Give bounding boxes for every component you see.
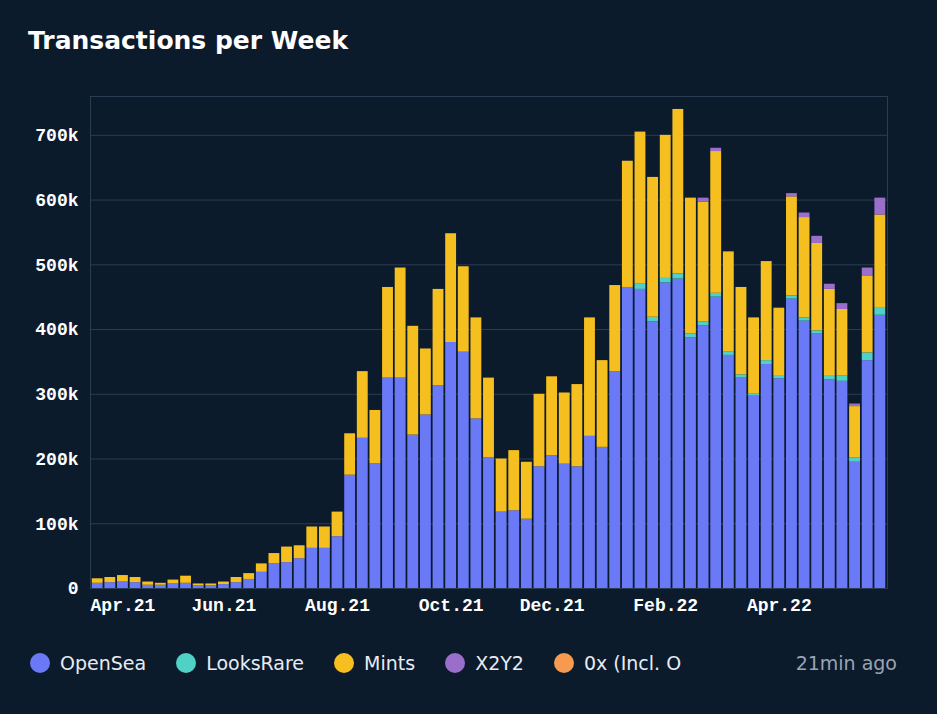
html-text:21min ago: 21min ago <box>795 652 897 674</box>
html-text:0x (Incl. O: 0x (Incl. O <box>583 652 682 674</box>
html-text:OpenSea: OpenSea <box>60 652 147 674</box>
svg-text:700k: 700k <box>35 126 78 146</box>
svg-text:600k: 600k <box>35 191 78 211</box>
svg-text:100k: 100k <box>35 515 78 535</box>
svg-text:Apr.22: Apr.22 <box>747 596 812 616</box>
html-text:X2Y2: X2Y2 <box>475 652 524 674</box>
svg-text:200k: 200k <box>35 450 78 470</box>
svg-text:Apr.21: Apr.21 <box>91 596 156 616</box>
svg-text:Oct.21: Oct.21 <box>419 596 484 616</box>
svg-text:Feb.22: Feb.22 <box>633 596 698 616</box>
html-text:Mints: Mints <box>364 652 416 674</box>
svg-text:300k: 300k <box>35 385 78 405</box>
svg-text:400k: 400k <box>35 320 78 340</box>
html-text:LooksRare: LooksRare <box>206 652 305 674</box>
svg-text:Jun.21: Jun.21 <box>192 596 257 616</box>
svg-text:0: 0 <box>68 579 79 599</box>
html-text:Transactions per Week: Transactions per Week <box>28 26 349 55</box>
svg-text:Dec.21: Dec.21 <box>520 596 585 616</box>
svg-text:Aug.21: Aug.21 <box>305 596 370 616</box>
svg-text:500k: 500k <box>35 256 78 276</box>
